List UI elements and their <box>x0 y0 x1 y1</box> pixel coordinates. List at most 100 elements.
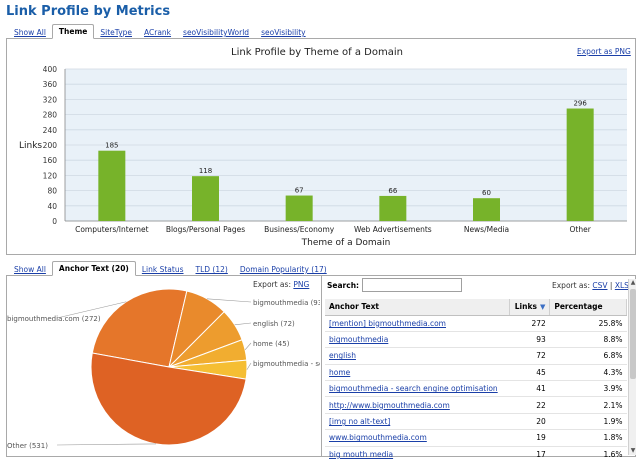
tab-show-all-bottom[interactable]: Show All <box>14 265 46 274</box>
y-tick-label: 200 <box>43 141 58 150</box>
links-cell: 272 <box>509 315 550 332</box>
anchor-text-cell: [img no alt-text] <box>325 413 510 431</box>
x-tick-label: News/Media <box>464 225 509 234</box>
tab-theme[interactable]: Theme <box>51 24 95 39</box>
percentage-cell: 4.3% <box>549 364 627 382</box>
anchor-text-link[interactable]: www.bigmouthmedia.com <box>329 433 427 443</box>
bar <box>192 176 219 221</box>
x-tick-label: Business/Economy <box>264 225 335 234</box>
percentage-cell: 2.1% <box>549 396 627 414</box>
y-tick-label: 280 <box>43 111 58 120</box>
links-cell: 72 <box>509 347 550 365</box>
anchor-text-link[interactable]: [mention] bigmouthmedia.com <box>329 318 446 328</box>
anchor-text-link[interactable]: big mouth media <box>329 449 394 459</box>
table-row: bigmouthmedia 93 8.8% <box>325 331 627 349</box>
bar <box>566 108 594 221</box>
y-tick-label: 400 <box>43 65 58 74</box>
tab-domain-popularity[interactable]: Domain Popularity (17) <box>239 265 327 274</box>
pie-leader-line <box>246 362 252 370</box>
x-tick-label: Blogs/Personal Pages <box>166 225 245 234</box>
tab-seovisibility[interactable]: seoVisibility <box>261 28 306 37</box>
x-axis-label: Theme of a Domain <box>301 238 391 248</box>
chart-title: Link Profile by Theme of a Domain <box>231 47 403 58</box>
pie-leader-line <box>56 301 127 319</box>
bar-value-label: 296 <box>573 100 587 108</box>
scroll-thumb[interactable] <box>630 289 636 379</box>
tab-anchor-text[interactable]: Anchor Text (20) <box>51 261 136 276</box>
tab-tld[interactable]: TLD (12) <box>195 265 228 274</box>
search-input[interactable] <box>362 278 462 292</box>
anchor-text-cell: http://www.bigmouthmedia.com <box>325 396 510 414</box>
column-header-anchor-text[interactable]: Anchor Text <box>325 299 511 316</box>
pie-export: Export as: PNG <box>253 280 309 289</box>
tab-show-all[interactable]: Show All <box>14 28 46 37</box>
detail-tabs: Show All Anchor Text (20) Link Status TL… <box>8 261 333 276</box>
percentage-cell: 1.9% <box>549 413 627 431</box>
export-csv-link[interactable]: CSV <box>592 281 608 290</box>
pie-area: bigmouthmedia.com (272) bigmouthmedia (93… <box>7 276 320 456</box>
anchor-text-panel: bigmouthmedia.com (272) bigmouthmedia (93… <box>6 275 636 461</box>
anchor-text-cell: home <box>325 364 510 382</box>
percentage-cell: 1.8% <box>549 429 627 447</box>
tab-link-status[interactable]: Link Status <box>141 265 184 274</box>
table-scrollbar[interactable]: ▲ ▼ <box>628 279 636 455</box>
links-cell: 20 <box>509 413 550 431</box>
bar <box>379 195 407 221</box>
x-tick-label: Other <box>570 225 592 234</box>
table-row: [img no alt-text] 20 1.9% <box>325 413 627 431</box>
table-row: [mention] bigmouthmedia.com 272 25.8% <box>325 315 627 332</box>
scroll-up-icon[interactable]: ▲ <box>630 279 636 286</box>
y-tick-label: 0 <box>52 217 57 226</box>
pie-label: bigmouthmedia - sear <box>253 360 320 368</box>
y-axis-label: Links <box>19 141 42 151</box>
table-export: Export as: CSV | XLS <box>552 281 629 290</box>
pie-label: Other (531) <box>7 442 48 450</box>
anchor-text-link[interactable]: [img no alt-text] <box>329 417 391 427</box>
anchor-text-cell: bigmouthmedia <box>325 331 510 349</box>
column-header-links[interactable]: Links ▼ <box>509 299 551 316</box>
pie-leader-line <box>56 443 156 446</box>
pie-export-png-link[interactable]: PNG <box>293 280 310 289</box>
tab-sitetype[interactable]: SiteType <box>100 28 133 37</box>
anchor-text-cell: english <box>325 347 510 365</box>
export-separator: | <box>609 281 613 290</box>
table-row: bigmouthmedia - search engine optimisati… <box>325 380 627 398</box>
bar-value-label: 118 <box>199 167 212 175</box>
percentage-cell: 6.8% <box>549 347 627 365</box>
table-row: home 45 4.3% <box>325 364 627 382</box>
export-xls-link[interactable]: XLS <box>614 281 629 290</box>
table-row: http://www.bigmouthmedia.com 22 2.1% <box>325 396 627 414</box>
x-tick-label: Computers/Internet <box>75 225 149 234</box>
metric-tabs: Show All Theme SiteType ACrank seoVisibi… <box>8 24 312 39</box>
anchor-text-link[interactable]: http://www.bigmouthmedia.com <box>329 400 450 410</box>
anchor-text-table: Anchor Text Links ▼ Percentage [mention] … <box>325 299 627 461</box>
page-title: Link Profile by Metrics <box>6 4 171 19</box>
pie-label: bigmouthmedia (93) <box>253 299 320 307</box>
bar <box>98 150 126 221</box>
anchor-text-link[interactable]: bigmouthmedia <box>329 335 389 345</box>
percentage-cell: 1.6% <box>549 446 627 461</box>
anchor-text-link[interactable]: english <box>329 351 356 361</box>
anchor-text-link[interactable]: home <box>329 367 351 377</box>
theme-chart-panel: Link Profile by Theme of a Domain Export… <box>6 38 636 255</box>
sort-down-icon: ▼ <box>539 303 546 312</box>
export-png-link[interactable]: Export as PNG <box>577 47 631 56</box>
links-cell: 45 <box>509 364 550 382</box>
column-header-percentage[interactable]: Percentage <box>549 299 627 316</box>
table-row: english 72 6.8% <box>325 347 627 365</box>
bar <box>285 195 313 221</box>
anchor-pie-chart: bigmouthmedia.com (272) bigmouthmedia (93… <box>7 288 320 450</box>
scroll-down-icon[interactable]: ▼ <box>630 447 636 454</box>
pie-leader-line <box>244 342 252 350</box>
tab-seovisibilityworld[interactable]: seoVisibilityWorld <box>183 28 250 37</box>
percentage-cell: 25.8% <box>549 315 627 332</box>
search-label: Search: <box>327 281 360 290</box>
theme-bar-chart: 0 40 80 120 160 200 240 280 320 360 400 185 Computer… <box>19 65 627 248</box>
y-tick-label: 320 <box>43 95 58 104</box>
bar-value-label: 60 <box>482 189 491 197</box>
tab-acrank[interactable]: ACrank <box>144 28 172 37</box>
pie-leader-line <box>206 298 252 303</box>
links-cell: 22 <box>509 396 550 414</box>
y-tick-label: 120 <box>43 171 58 180</box>
anchor-text-link[interactable]: bigmouthmedia - search engine optimisati… <box>329 384 498 394</box>
